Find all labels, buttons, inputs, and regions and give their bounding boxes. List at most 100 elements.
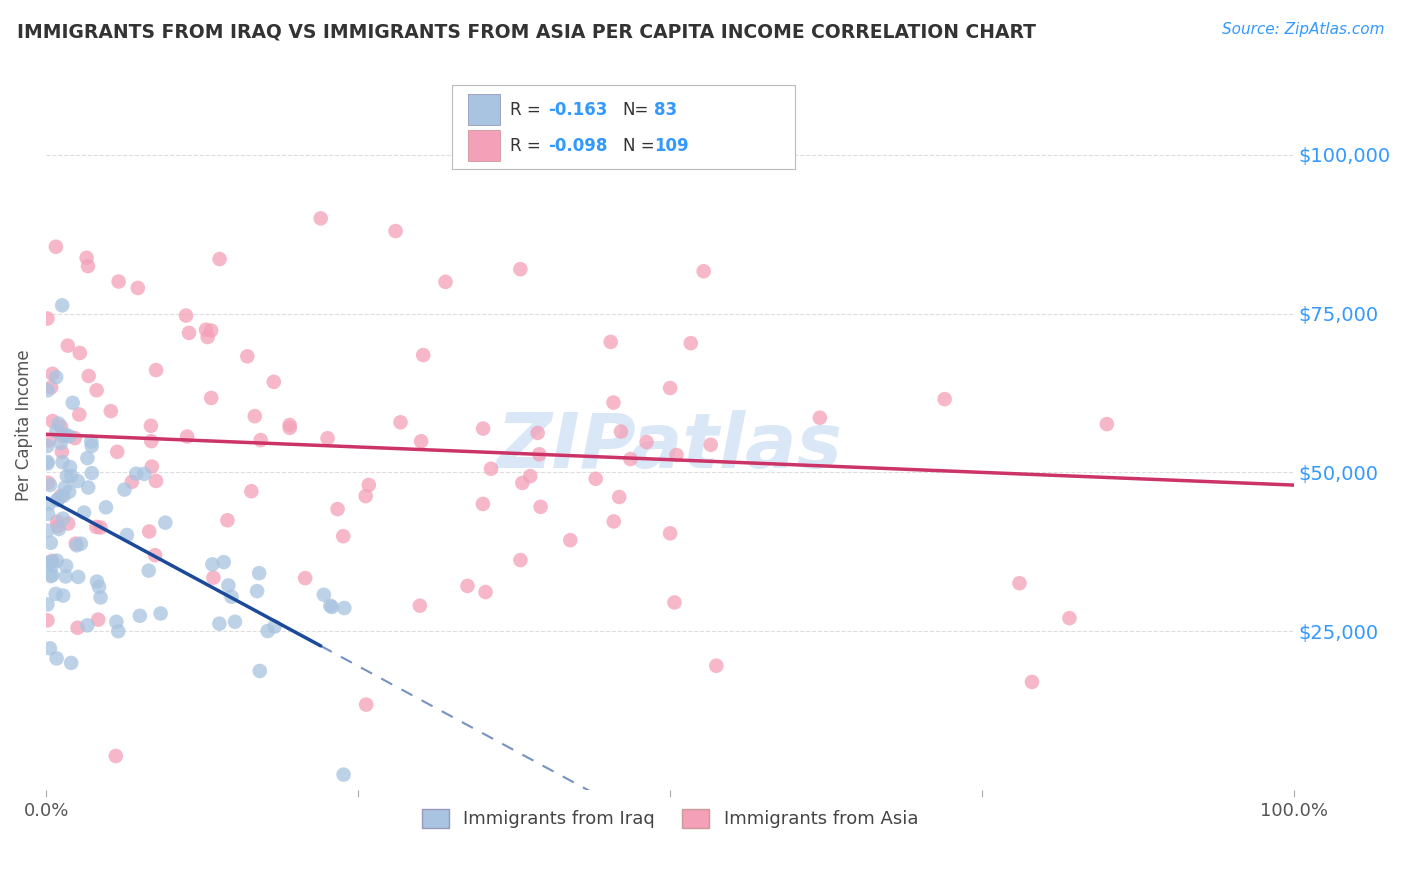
Point xyxy=(46,492,69,507)
Point xyxy=(263,375,285,389)
Point xyxy=(100,404,122,418)
Point xyxy=(37,311,59,326)
Text: Source: ZipAtlas.com: Source: ZipAtlas.com xyxy=(1222,22,1385,37)
Point xyxy=(59,460,82,475)
Point xyxy=(69,346,91,360)
Point xyxy=(94,500,117,515)
Point xyxy=(659,526,682,541)
Point xyxy=(86,520,108,534)
Point xyxy=(934,392,956,406)
Point xyxy=(472,421,495,435)
Point xyxy=(37,613,59,627)
Text: 109: 109 xyxy=(654,137,689,155)
Point xyxy=(519,469,541,483)
Point xyxy=(1095,417,1118,431)
Point xyxy=(38,434,60,448)
Point xyxy=(332,529,354,543)
Point xyxy=(174,309,197,323)
Point xyxy=(55,427,77,442)
Point xyxy=(39,641,62,656)
Point xyxy=(48,522,70,536)
Point xyxy=(73,506,96,520)
Point xyxy=(45,425,67,439)
Point xyxy=(679,336,702,351)
Point xyxy=(45,651,67,665)
Point xyxy=(692,264,714,278)
Point xyxy=(509,553,531,567)
Point xyxy=(77,481,100,495)
Point xyxy=(37,598,59,612)
Point xyxy=(294,571,316,585)
Text: R =: R = xyxy=(510,137,541,155)
Point xyxy=(243,409,266,424)
Point xyxy=(389,415,412,429)
Point xyxy=(1021,675,1043,690)
Point xyxy=(39,569,62,583)
Point xyxy=(138,524,160,539)
Point xyxy=(217,513,239,527)
Point xyxy=(249,433,271,447)
Point xyxy=(41,414,63,428)
Point xyxy=(221,590,243,604)
Legend: Immigrants from Iraq, Immigrants from Asia: Immigrants from Iraq, Immigrants from As… xyxy=(415,802,925,836)
Point xyxy=(115,528,138,542)
Point xyxy=(49,419,72,434)
Point xyxy=(354,698,377,712)
Point xyxy=(52,429,75,443)
Point xyxy=(46,519,69,533)
Point xyxy=(60,468,83,483)
Point xyxy=(55,558,77,573)
Point xyxy=(141,434,163,449)
Point xyxy=(699,438,721,452)
Point xyxy=(197,330,219,344)
Point xyxy=(529,447,551,461)
Point xyxy=(195,323,218,337)
Text: R =: R = xyxy=(510,102,541,120)
Point xyxy=(457,579,479,593)
Point xyxy=(105,445,128,459)
Point xyxy=(37,524,59,538)
Point xyxy=(41,554,63,568)
Point xyxy=(321,599,343,614)
Point xyxy=(49,436,72,450)
Point xyxy=(52,511,75,525)
Text: ZIPatlas: ZIPatlas xyxy=(498,409,844,483)
Point xyxy=(1059,611,1081,625)
Point xyxy=(46,515,69,529)
Point xyxy=(530,500,553,514)
Point xyxy=(278,417,301,432)
Point xyxy=(37,556,59,570)
Point xyxy=(60,656,83,670)
Point xyxy=(560,533,582,548)
Point xyxy=(52,489,75,503)
Point xyxy=(105,615,128,629)
Point xyxy=(240,484,263,499)
Point xyxy=(619,452,641,467)
Point xyxy=(121,475,143,489)
Point xyxy=(65,536,87,550)
Point xyxy=(208,252,231,266)
Point xyxy=(139,418,162,433)
Point xyxy=(86,574,108,589)
FancyBboxPatch shape xyxy=(468,130,501,161)
Point xyxy=(217,578,239,592)
Point xyxy=(309,211,332,226)
Point xyxy=(256,624,278,638)
Point xyxy=(37,507,59,521)
Point xyxy=(145,474,167,488)
Point xyxy=(411,434,433,449)
Text: N =: N = xyxy=(623,137,654,155)
Point xyxy=(104,749,127,764)
Point xyxy=(409,599,432,613)
Point xyxy=(236,349,259,363)
Point xyxy=(316,431,339,445)
Point xyxy=(76,618,98,632)
Point xyxy=(51,445,73,459)
Point xyxy=(200,391,222,405)
Point xyxy=(599,334,621,349)
Point xyxy=(63,431,86,445)
Point xyxy=(704,658,727,673)
Point xyxy=(52,589,75,603)
Point xyxy=(80,434,103,449)
Point xyxy=(48,417,70,431)
